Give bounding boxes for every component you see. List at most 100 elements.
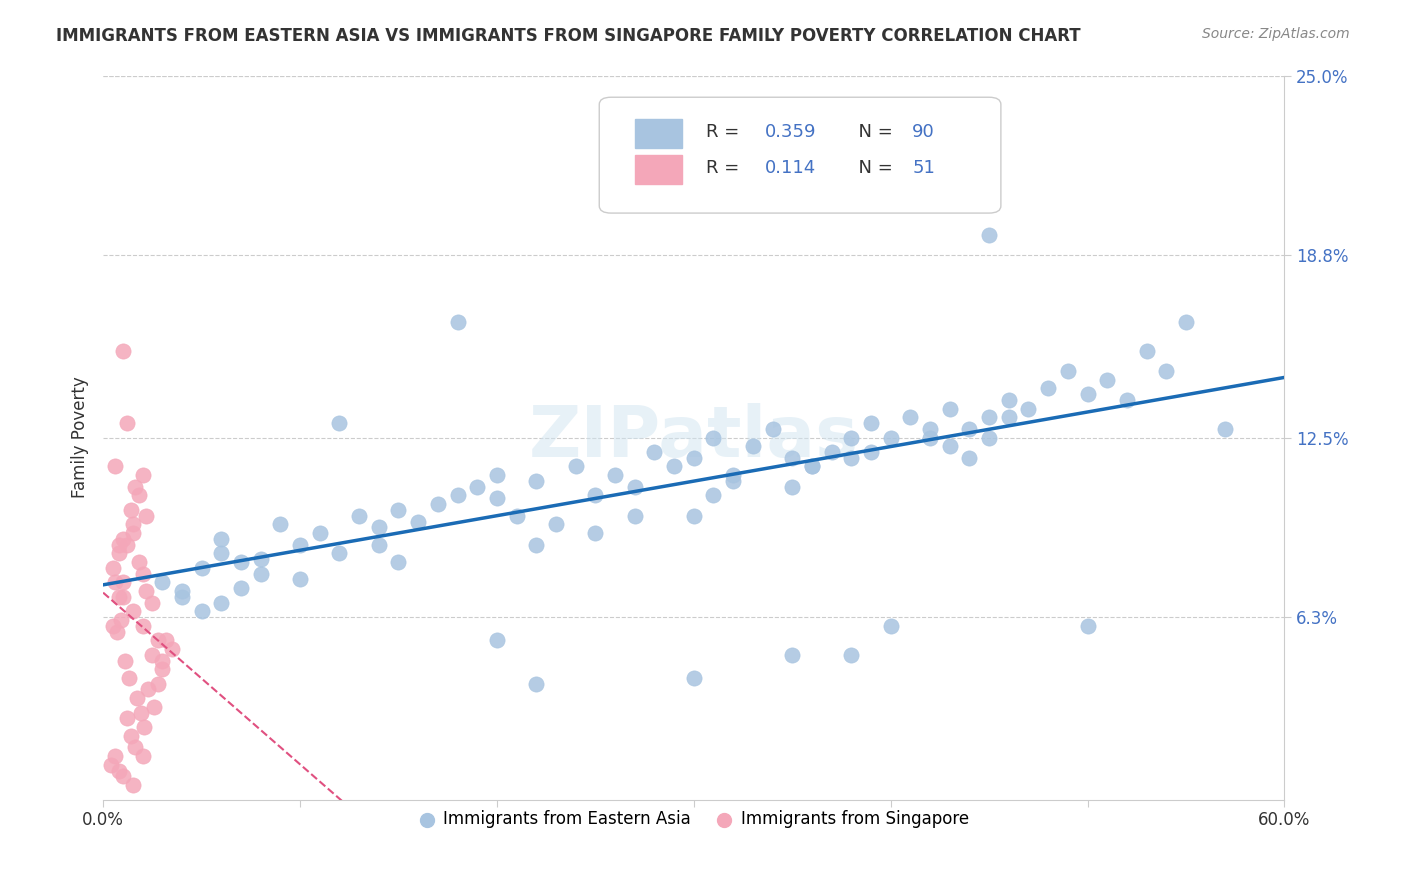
Point bbox=[800, 459, 823, 474]
Point bbox=[121, 778, 143, 792]
Point bbox=[800, 459, 823, 474]
FancyBboxPatch shape bbox=[634, 119, 682, 148]
Point bbox=[938, 401, 960, 416]
Point bbox=[1115, 392, 1137, 407]
Point bbox=[101, 619, 124, 633]
Point bbox=[135, 584, 157, 599]
Point bbox=[150, 653, 173, 667]
Point bbox=[387, 503, 409, 517]
Point bbox=[120, 729, 142, 743]
Point bbox=[1174, 315, 1197, 329]
Point bbox=[1076, 619, 1098, 633]
Point bbox=[820, 445, 842, 459]
Point bbox=[446, 488, 468, 502]
Point bbox=[104, 459, 127, 474]
Point bbox=[583, 526, 606, 541]
Text: N =: N = bbox=[848, 123, 898, 141]
Point bbox=[249, 566, 271, 581]
Legend: Immigrants from Eastern Asia, Immigrants from Singapore: Immigrants from Eastern Asia, Immigrants… bbox=[412, 804, 976, 835]
Point bbox=[485, 468, 508, 483]
Point bbox=[1017, 401, 1039, 416]
Point bbox=[115, 538, 138, 552]
Point bbox=[150, 662, 173, 676]
Point bbox=[108, 546, 131, 560]
Point bbox=[105, 624, 128, 639]
Point bbox=[702, 430, 724, 444]
Point bbox=[229, 555, 252, 569]
Point bbox=[918, 430, 941, 444]
Text: 90: 90 bbox=[912, 123, 935, 141]
Point bbox=[485, 633, 508, 648]
Point bbox=[308, 526, 330, 541]
Point bbox=[859, 445, 882, 459]
Point bbox=[741, 439, 763, 453]
Point bbox=[1095, 373, 1118, 387]
Point bbox=[125, 691, 148, 706]
Point bbox=[138, 682, 160, 697]
Point bbox=[131, 468, 153, 483]
Point bbox=[111, 575, 134, 590]
Point bbox=[682, 450, 704, 465]
Point bbox=[249, 552, 271, 566]
Point bbox=[170, 590, 193, 604]
Point bbox=[141, 648, 163, 662]
Point bbox=[143, 699, 166, 714]
Point bbox=[110, 613, 132, 627]
Point bbox=[160, 642, 183, 657]
Point bbox=[131, 749, 153, 764]
Point bbox=[603, 468, 626, 483]
Point bbox=[997, 392, 1019, 407]
Point bbox=[761, 422, 783, 436]
FancyBboxPatch shape bbox=[599, 97, 1001, 213]
Point bbox=[124, 480, 146, 494]
Point bbox=[485, 491, 508, 506]
Point bbox=[114, 653, 136, 667]
Point bbox=[121, 526, 143, 541]
Point bbox=[111, 590, 134, 604]
Text: R =: R = bbox=[706, 159, 745, 178]
Point bbox=[121, 604, 143, 618]
Point bbox=[1076, 387, 1098, 401]
Point bbox=[977, 430, 1000, 444]
Y-axis label: Family Poverty: Family Poverty bbox=[72, 376, 89, 499]
Point bbox=[111, 343, 134, 358]
Point bbox=[780, 480, 803, 494]
Point bbox=[108, 764, 131, 778]
Point bbox=[505, 508, 527, 523]
Text: Source: ZipAtlas.com: Source: ZipAtlas.com bbox=[1202, 27, 1350, 41]
Point bbox=[524, 676, 547, 690]
Point bbox=[780, 450, 803, 465]
Point bbox=[150, 575, 173, 590]
Point bbox=[120, 503, 142, 517]
Point bbox=[100, 757, 122, 772]
Point bbox=[583, 488, 606, 502]
Point bbox=[131, 619, 153, 633]
Point bbox=[131, 566, 153, 581]
Point bbox=[129, 706, 152, 720]
Point bbox=[108, 538, 131, 552]
Point bbox=[115, 416, 138, 430]
Text: N =: N = bbox=[848, 159, 898, 178]
Text: 0.114: 0.114 bbox=[765, 159, 815, 178]
Point bbox=[465, 480, 488, 494]
Point bbox=[879, 430, 901, 444]
Point bbox=[564, 459, 586, 474]
Point bbox=[977, 410, 1000, 425]
Point bbox=[328, 416, 350, 430]
Point bbox=[1154, 364, 1177, 378]
Point bbox=[544, 517, 567, 532]
Point bbox=[121, 517, 143, 532]
Point bbox=[135, 508, 157, 523]
Text: ZIPatlas: ZIPatlas bbox=[529, 403, 859, 472]
Point bbox=[104, 575, 127, 590]
Point bbox=[104, 749, 127, 764]
Point bbox=[662, 459, 685, 474]
Point bbox=[209, 546, 232, 560]
Point bbox=[148, 633, 170, 648]
Point bbox=[839, 648, 862, 662]
Point bbox=[190, 561, 212, 575]
Point bbox=[170, 584, 193, 599]
Point bbox=[141, 596, 163, 610]
Point bbox=[426, 497, 449, 511]
Point bbox=[879, 619, 901, 633]
